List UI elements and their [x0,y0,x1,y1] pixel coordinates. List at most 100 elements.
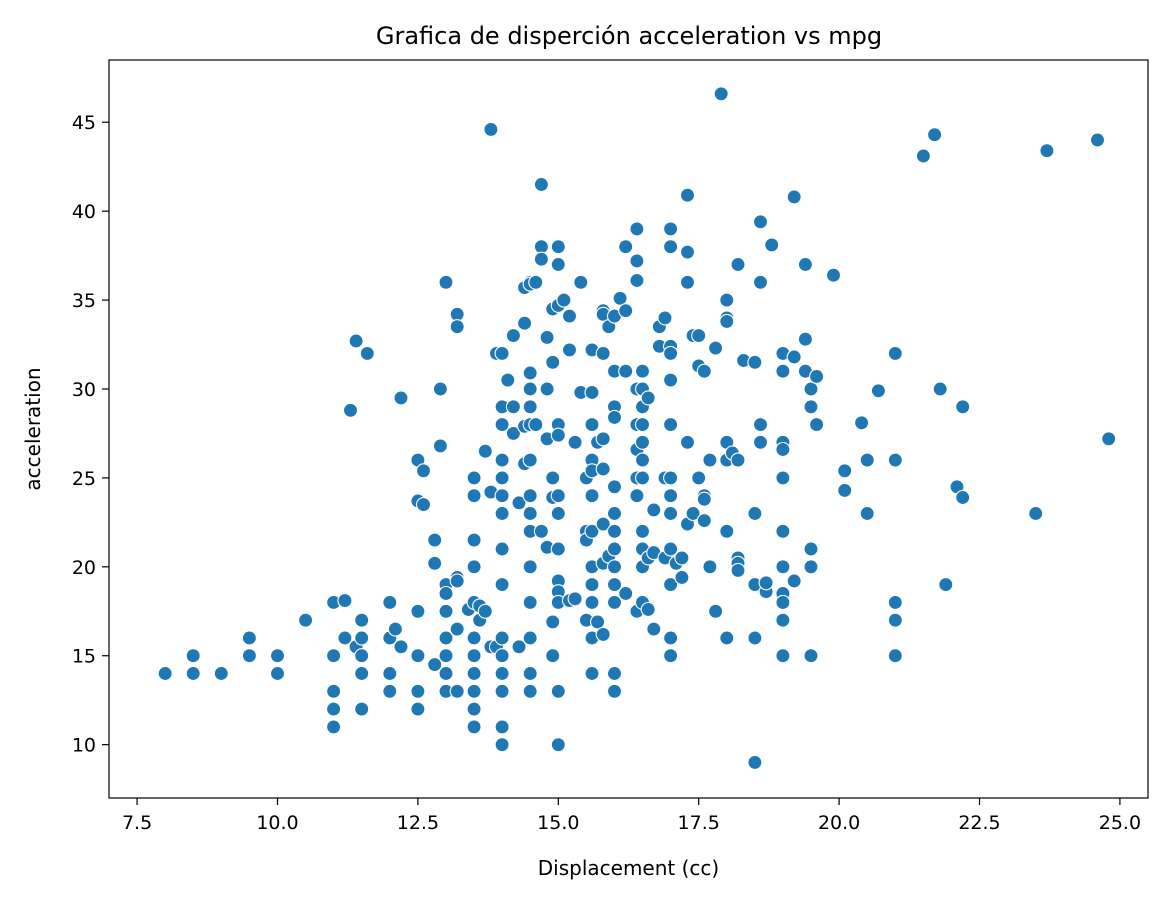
scatter-point [730,452,746,468]
scatter-point [927,127,943,143]
scatter-point [449,621,465,637]
scatter-point [438,274,454,290]
scatter-point [348,333,364,349]
scatter-point [427,555,443,571]
scatter-point [634,452,651,468]
scatter-point [556,292,572,308]
x-axis-ticks: 7.5 10.0 12.5 15.0 17.5 20.0 22.5 25.0 [122,798,1141,834]
scatter-point [241,648,257,664]
scatter-point [752,214,769,230]
scatter-point [584,384,600,401]
scatter-point [809,417,825,433]
scatter-point [702,559,718,575]
scatter-point [466,683,482,699]
scatter-point [494,719,510,735]
scatter-point [522,452,538,468]
scatter-point [522,665,538,682]
scatter-point [663,345,679,361]
scatter-point [522,559,538,575]
scatter-point [634,523,651,539]
scatter-point [522,683,538,699]
scatter-point [466,665,482,682]
scatter-point [719,630,735,646]
scatter-point [606,577,623,593]
scatter-point [427,657,443,673]
scatter-point [477,443,493,459]
scatter-point [185,648,201,664]
scatter-point [854,415,870,431]
scatter-point [663,505,679,522]
scatter-point [432,381,448,397]
scatter-point [859,452,875,468]
scatter-point [618,363,634,379]
scatter-point [354,612,370,628]
scatter-point [775,363,791,379]
scatter-point [634,434,651,450]
scatter-point [550,488,566,504]
scatter-point [887,648,903,664]
scatter-point [752,274,769,290]
scatter-point [584,594,600,610]
scatter-point [382,594,398,610]
scatter-point [775,523,791,539]
scatter-point [646,621,662,637]
scatter-point [758,575,774,591]
scatter-point [696,491,712,507]
scatter-point [269,665,286,682]
scatter-point [955,399,971,415]
scatter-point [618,585,634,602]
scatter-point [606,683,623,699]
scatter-point [663,417,679,433]
scatter-point [483,121,499,137]
scatter-point [657,310,673,326]
scatter-point [595,461,611,477]
scatter-point [775,470,791,486]
scatter-point [730,562,746,578]
scatter-point [932,381,948,397]
scatter-point [466,719,482,735]
scatter-point [545,648,561,664]
scatter-point [640,390,656,406]
scatter-point [708,603,724,619]
scatter-point [522,399,538,415]
scatter-point [505,328,521,344]
scatter-point [584,488,600,504]
scatter-point [438,585,454,602]
scatter-point [1089,132,1106,148]
plot-frame [108,59,1149,799]
x-tick-label: 12.5 [397,812,439,834]
scatter-point [1101,431,1117,447]
scatter-point [764,237,780,253]
scatter-point [533,251,549,267]
scatter-point [679,434,696,450]
scatter-point [511,639,527,655]
scatter-point [606,594,623,610]
y-tick-label: 15 [72,646,96,668]
scatter-point [185,665,201,682]
y-tick-label: 35 [72,290,96,312]
scatter-point [955,489,971,506]
scatter-point [505,399,521,415]
scatter-point [522,488,538,504]
scatter-point [438,630,454,646]
scatter-point [595,431,611,447]
scatter-point [887,594,903,610]
scatter-point [595,516,611,532]
scatter-point [618,303,634,319]
scatter-point [533,176,549,193]
scatter-point [522,381,538,397]
scatter-point [269,648,286,664]
scatter-point [567,434,583,450]
scatter-point [550,737,566,753]
scatter-point [326,701,342,717]
scatter-point [438,648,454,664]
scatter-point [427,532,443,548]
scatter-point [494,470,510,486]
scatter-point [545,614,561,630]
scatter-point [803,399,819,415]
scatter-point [747,754,763,770]
scatter-point [494,505,510,522]
scatter-point [494,665,510,682]
x-tick-label: 22.5 [958,812,1000,834]
scatter-point [298,612,314,628]
